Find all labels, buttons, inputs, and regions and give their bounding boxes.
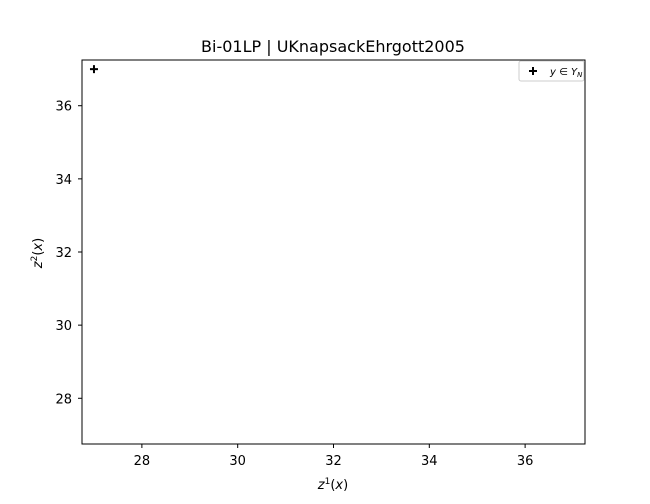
y-tick-label: 28 <box>55 392 72 407</box>
y-axis-label: z2(x) <box>30 238 46 269</box>
x-tick-label: 36 <box>517 454 534 469</box>
y-tick-label: 30 <box>55 319 72 334</box>
plot-frame <box>81 59 586 445</box>
x-tick-label: 34 <box>421 454 438 469</box>
x-tick-label: 28 <box>134 454 151 469</box>
x-tick-label: 32 <box>325 454 342 469</box>
legend-label: y ∈ YN <box>549 67 583 79</box>
data-points <box>89 65 98 74</box>
data-point <box>89 65 98 74</box>
legend: y ∈ YN <box>518 60 585 82</box>
x-axis: 28 30 32 34 36 <box>134 444 534 469</box>
y-axis: 28 30 32 34 36 <box>55 100 82 407</box>
legend-box <box>518 60 585 82</box>
y-tick-label: 36 <box>55 100 72 115</box>
x-axis-label: z1(x) <box>317 477 348 493</box>
y-tick-label: 32 <box>55 246 72 261</box>
x-tick-label: 30 <box>229 454 246 469</box>
plot-area <box>81 59 586 445</box>
legend-marker-plus-icon <box>529 67 537 75</box>
y-tick-label: 34 <box>55 173 72 188</box>
chart-title: Bi-01LP | UKnapsackEhrgott2005 <box>201 37 465 56</box>
